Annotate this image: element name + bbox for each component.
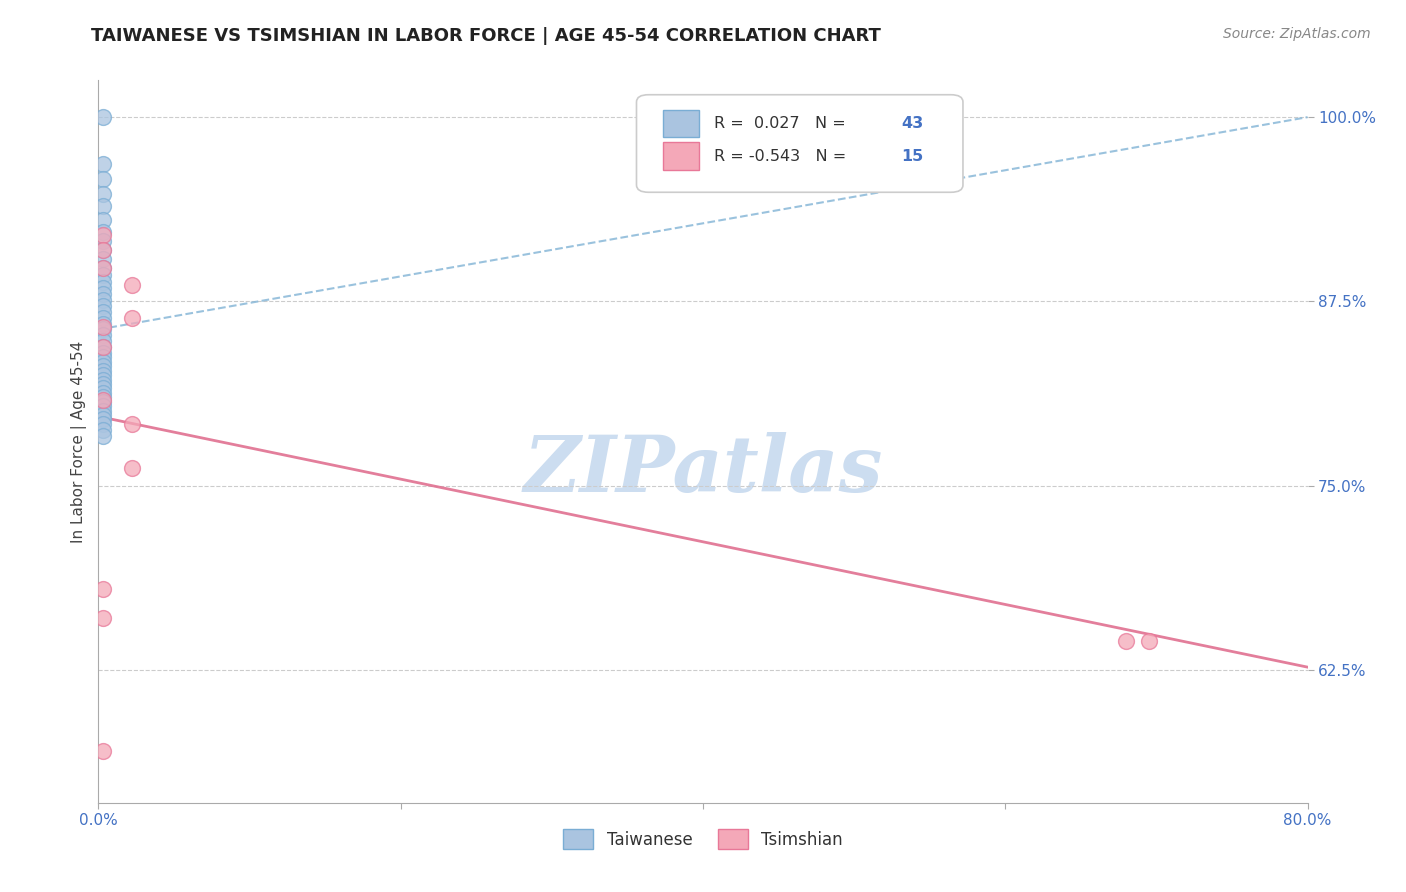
Text: R = -0.543   N =: R = -0.543 N = [714, 149, 851, 163]
Point [91, 428, 114, 442]
Point [91, 403, 114, 417]
Point [91, 199, 114, 213]
Text: Source: ZipAtlas.com: Source: ZipAtlas.com [1223, 27, 1371, 41]
Point [1115, 633, 1137, 648]
Point [91, 381, 114, 395]
Point [91, 172, 114, 186]
Point [91, 317, 114, 331]
Point [91, 582, 114, 596]
Text: ZIPatlas: ZIPatlas [523, 433, 883, 508]
Text: R =  0.027   N =: R = 0.027 N = [714, 116, 851, 131]
Point [121, 461, 143, 475]
Point [91, 319, 114, 334]
Y-axis label: In Labor Force | Age 45-54: In Labor Force | Age 45-54 [72, 341, 87, 542]
Point [91, 310, 114, 325]
Point [91, 399, 114, 413]
Point [91, 299, 114, 313]
FancyBboxPatch shape [664, 110, 699, 137]
Point [91, 228, 114, 243]
Point [91, 243, 114, 257]
Point [91, 260, 114, 275]
Point [121, 310, 143, 325]
Point [91, 157, 114, 171]
Point [91, 243, 114, 257]
Point [91, 234, 114, 248]
Point [91, 334, 114, 349]
Point [91, 213, 114, 227]
Point [91, 377, 114, 392]
Point [91, 393, 114, 408]
Point [91, 293, 114, 307]
Point [91, 287, 114, 301]
Text: 43: 43 [901, 116, 924, 131]
Point [91, 373, 114, 387]
Point [91, 368, 114, 383]
Point [91, 346, 114, 360]
Point [91, 417, 114, 431]
Legend: Taiwanese, Tsimshian: Taiwanese, Tsimshian [557, 822, 849, 856]
Point [91, 186, 114, 201]
Point [91, 275, 114, 289]
Point [121, 417, 143, 431]
Point [91, 340, 114, 354]
Point [91, 611, 114, 625]
Point [91, 385, 114, 400]
Point [91, 364, 114, 378]
Point [91, 390, 114, 404]
Point [91, 394, 114, 409]
Point [91, 281, 114, 295]
Point [91, 351, 114, 365]
Point [91, 340, 114, 354]
FancyBboxPatch shape [664, 143, 699, 169]
Text: 15: 15 [901, 149, 924, 163]
Point [91, 744, 114, 758]
Point [91, 260, 114, 275]
Point [91, 225, 114, 239]
Point [91, 252, 114, 266]
Point [91, 408, 114, 422]
Point [91, 328, 114, 343]
Point [91, 268, 114, 282]
Point [121, 278, 143, 293]
Point [91, 322, 114, 336]
FancyBboxPatch shape [637, 95, 963, 193]
Point [91, 412, 114, 426]
Point [1137, 633, 1160, 648]
Point [91, 355, 114, 369]
Point [91, 305, 114, 319]
Text: TAIWANESE VS TSIMSHIAN IN LABOR FORCE | AGE 45-54 CORRELATION CHART: TAIWANESE VS TSIMSHIAN IN LABOR FORCE | … [91, 27, 882, 45]
Point [91, 359, 114, 374]
Point [91, 423, 114, 437]
Point [91, 110, 114, 124]
